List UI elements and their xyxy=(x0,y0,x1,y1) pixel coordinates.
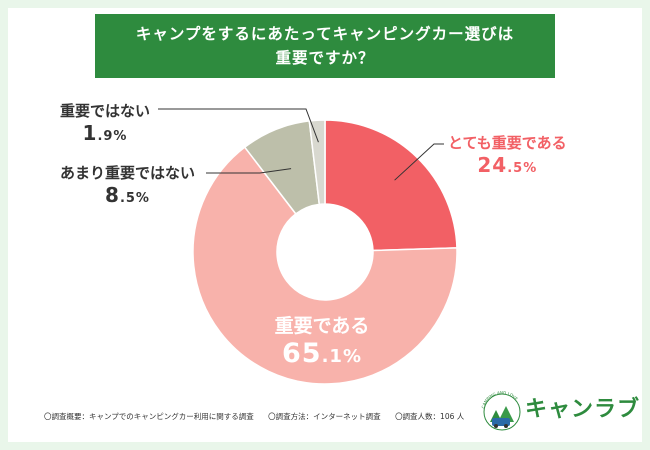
label-not-important-name: 重要ではない xyxy=(60,102,151,120)
survey-overview: 〇調査概要：キャンプでのキャンピングカー利用に関する調査 xyxy=(44,412,254,421)
chart-title-line2: 重要ですか？ xyxy=(275,49,375,67)
label-important: 重要である 65.1% xyxy=(262,311,382,369)
label-not-very-important-pct: 8.5% xyxy=(105,183,150,207)
label-very-important-pct: 24.5% xyxy=(477,153,538,177)
slice-not-important xyxy=(308,119,326,206)
survey-method: 〇調査方法：インターネット調査 xyxy=(268,412,381,421)
chart-title: キャンプをするにあたってキャンピングカー選びは 重要ですか？ xyxy=(95,14,555,78)
leader-line-not-very-important xyxy=(206,168,292,174)
label-not-important-pct: 1.9% xyxy=(82,121,128,145)
logo-text: キャンラブ xyxy=(525,397,641,422)
slice-very-important xyxy=(324,119,458,252)
label-not-very-important: あまり重要ではない 8.5% xyxy=(60,162,195,207)
label-not-important: 重要ではない 1.9% xyxy=(60,100,150,145)
slice-important xyxy=(192,146,458,385)
label-important-name: 重要である xyxy=(274,315,370,337)
survey-count: 〇調査人数：106 人 xyxy=(395,412,465,421)
leader-line-very-important xyxy=(394,143,444,181)
label-very-important: とても重要である 24.5% xyxy=(448,132,567,177)
label-important-pct: 65.1% xyxy=(282,338,362,369)
campinglove-logo-icon: CAMPING AND LOVE xyxy=(480,390,521,431)
label-not-very-important-name: あまり重要ではない xyxy=(60,164,196,182)
survey-footer: 〇調査概要：キャンプでのキャンピングカー利用に関する調査 〇調査方法：インターネ… xyxy=(44,411,476,422)
chart-title-line1: キャンプをするにあたってキャンピングカー選びは xyxy=(135,25,515,43)
label-very-important-name: とても重要である xyxy=(448,134,567,152)
leader-line-not-important xyxy=(158,108,319,143)
